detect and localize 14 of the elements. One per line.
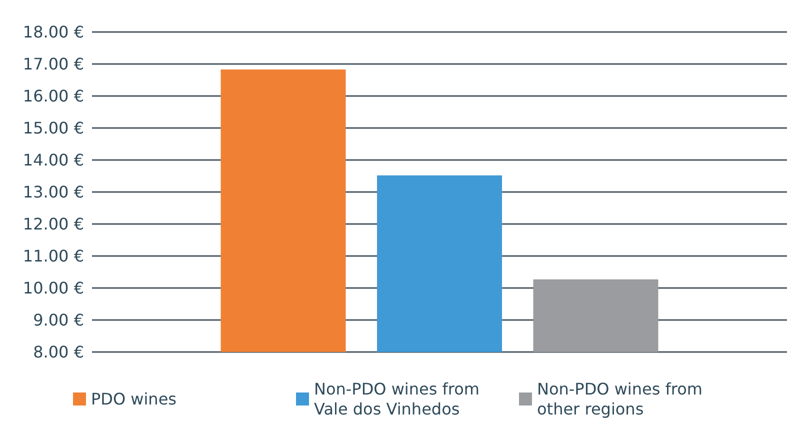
legend-label: Non-PDO wines from other regions	[537, 380, 708, 418]
y-tick-label: 12.00 €	[22, 214, 84, 234]
y-tick-label: 16.00 €	[22, 86, 84, 106]
y-tick-label: 10.00 €	[22, 278, 84, 298]
legend-label: PDO wines	[91, 390, 176, 408]
legend-label: Non-PDO wines from Vale dos Vinhedos	[314, 380, 485, 418]
y-tick-label: 17.00 €	[22, 54, 84, 74]
y-tick-label: 18.00 €	[22, 22, 84, 42]
y-tick-label: 8.00 €	[33, 342, 84, 362]
y-tick-label: 9.00 €	[33, 310, 84, 330]
y-tick-label: 14.00 €	[22, 150, 84, 170]
y-tick-label: 15.00 €	[22, 118, 84, 138]
y-tick-label: 13.00 €	[22, 182, 84, 202]
y-tick-label: 11.00 €	[22, 246, 84, 266]
